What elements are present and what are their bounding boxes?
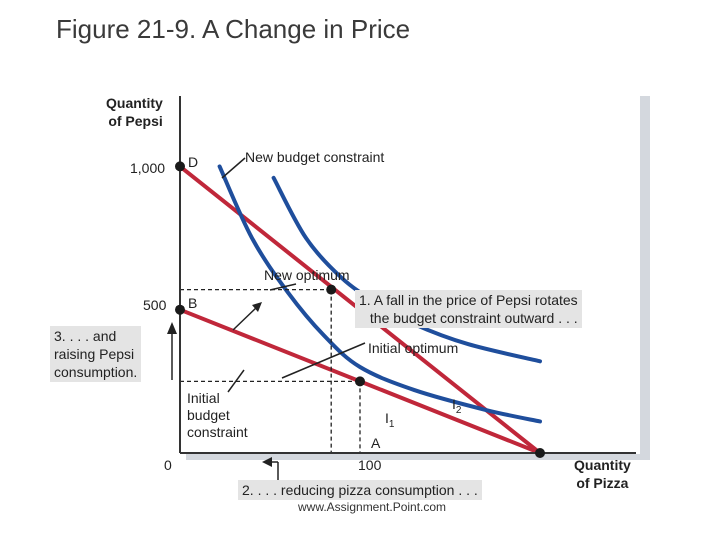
watermark: www.Assignment.Point.com (298, 500, 447, 514)
series-line-i1 (217, 164, 542, 424)
figure-title: Figure 21-9. A Change in Price (56, 14, 411, 44)
y-axis-title: Quantity of Pepsi (106, 95, 163, 129)
arrow-initial-optimum-pointer (281, 342, 366, 379)
point-d (175, 161, 185, 172)
y-tick-500: 500 (143, 297, 167, 313)
point-d-label: D (188, 154, 199, 170)
initial-budget-label: Initial budget constraint (187, 390, 248, 440)
arrow-rotate (232, 305, 259, 331)
annotation-1: 1. A fall in the price of Pepsi rotates … (355, 290, 582, 328)
initial-optimum-label: Initial optimum (368, 340, 459, 356)
arrow-new-budget-pointer (221, 157, 246, 179)
point-a-label: A (371, 435, 381, 451)
arrow-initial-budget-pointer (227, 369, 245, 393)
annotation-3: 3. . . . and raising Pepsi consumption. (50, 326, 142, 382)
annotation-2: 2. . . . reducing pizza consumption . . … (238, 480, 482, 500)
i1-label-sub: 1 (388, 418, 395, 430)
arrow-pizza-left-head (262, 457, 272, 467)
x-tick-100: 100 (358, 457, 382, 473)
arrow-new-optimum-pointer (269, 283, 297, 291)
i2-label: I2 (452, 396, 461, 419)
point-b (175, 304, 185, 315)
point-new-optimum (326, 284, 337, 295)
plot-panel (180, 96, 640, 454)
point-a (535, 448, 545, 458)
i1-label: I1 (385, 410, 394, 433)
point-b-label: B (188, 295, 198, 311)
i1-label-base: I (385, 410, 389, 426)
y-tick-1000: 1,000 (130, 160, 166, 176)
x-axis-title: Quantity of Pizza (574, 457, 631, 491)
origin-tick: 0 (164, 457, 172, 473)
point-initial-optimum (355, 376, 365, 387)
arrow-pepsi-up-head (167, 322, 177, 334)
arrow-rotate-head (252, 302, 262, 312)
new-budget-label: New budget constraint (245, 149, 385, 165)
i2-label-sub: 2 (455, 404, 462, 416)
new-optimum-label: New optimum (264, 267, 350, 283)
i2-label-base: I (452, 396, 456, 412)
